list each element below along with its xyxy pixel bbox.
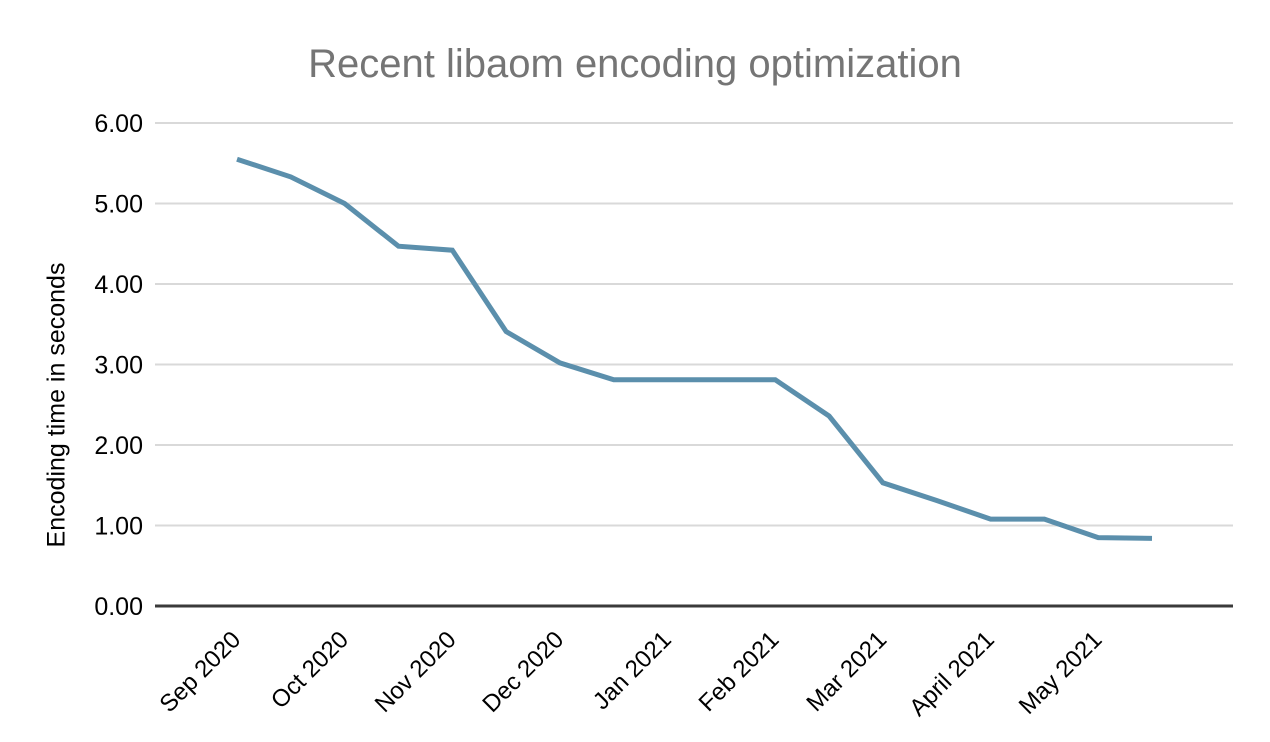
x-tick-label: Feb 2021 <box>694 626 785 717</box>
y-tick-label: 3.00 <box>94 352 143 380</box>
series-line <box>236 156 1153 541</box>
y-tick-label: 1.00 <box>94 513 143 541</box>
x-tick-label: Jan 2021 <box>588 626 677 715</box>
x-tick-label: Sep 2020 <box>154 626 246 718</box>
x-tick-label: Nov 2020 <box>370 626 462 718</box>
y-tick-label: 4.00 <box>94 271 143 299</box>
x-tick-label: Dec 2020 <box>477 626 569 718</box>
y-tick-label: 5.00 <box>94 191 143 219</box>
x-tick-label: April 2021 <box>904 626 1000 722</box>
x-tick-label: May 2021 <box>1014 626 1108 720</box>
y-tick-label: 0.00 <box>94 593 143 621</box>
y-tick-label: 6.00 <box>94 110 143 138</box>
chart-title: Recent libaom encoding optimization <box>308 42 962 86</box>
x-tick-label: Mar 2021 <box>801 626 892 717</box>
x-tick-label: Oct 2020 <box>266 626 354 714</box>
y-tick-label: 2.00 <box>94 432 143 460</box>
